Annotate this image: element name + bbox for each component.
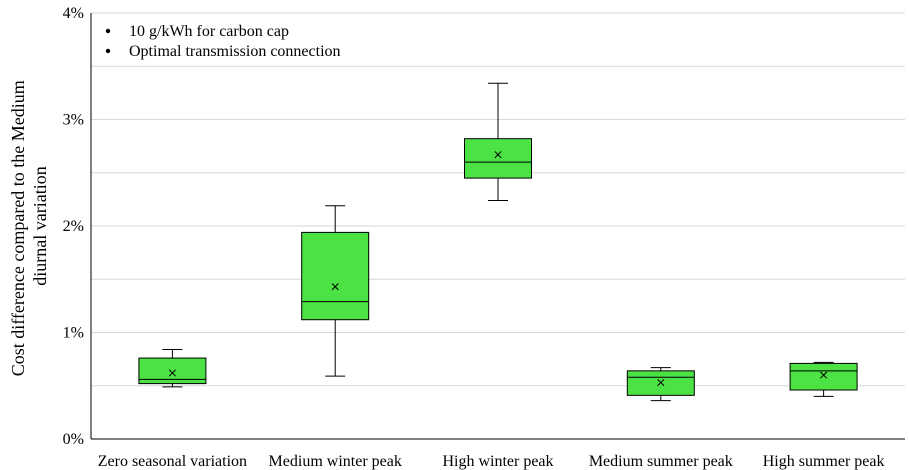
- mean-marker: [820, 371, 828, 379]
- y-axis-title: Cost difference compared to the Medium d…: [8, 76, 50, 377]
- notes-box: 10 g/kWh for carbon cap Optimal transmis…: [105, 23, 341, 60]
- box-series: [138, 82, 858, 402]
- note-carbon-cap: 10 g/kWh for carbon cap: [129, 23, 289, 40]
- iqr-box: [789, 362, 858, 391]
- mean-marker: [331, 283, 339, 291]
- x-category-label: Zero seasonal variation: [98, 453, 247, 470]
- mean-marker: [657, 379, 665, 387]
- note-bullet-2: [105, 48, 111, 54]
- y-tick-label: 1%: [63, 325, 84, 342]
- box-2: [301, 205, 370, 377]
- iqr-box: [464, 138, 532, 179]
- y-tick-label: 0%: [63, 431, 84, 448]
- box-3: [464, 82, 532, 201]
- x-category-label: Medium winter peak: [269, 453, 402, 470]
- x-category-label: High summer peak: [763, 453, 885, 470]
- y-axis-ticks: 0% 1% 2% 3% 4%: [63, 5, 84, 448]
- box-5: [789, 361, 858, 397]
- mean-marker: [494, 151, 502, 159]
- x-category-label: High winter peak: [442, 453, 553, 470]
- mean-marker: [168, 369, 176, 377]
- y-tick-label: 2%: [63, 218, 84, 235]
- box-1: [138, 349, 207, 388]
- box-4: [626, 367, 695, 402]
- x-category-label: Medium summer peak: [589, 453, 733, 470]
- note-bullet-1: [105, 28, 111, 34]
- y-axis-title-line-1: Cost difference compared to the Medium: [8, 80, 28, 376]
- y-tick-label: 3%: [63, 112, 84, 129]
- y-tick-label: 4%: [63, 5, 84, 22]
- x-axis-categories: Zero seasonal variation Medium winter pea…: [98, 453, 885, 470]
- iqr-box: [301, 231, 370, 321]
- note-transmission: Optimal transmission connection: [129, 43, 341, 60]
- y-axis-title-line-2: diurnal variation: [30, 166, 50, 285]
